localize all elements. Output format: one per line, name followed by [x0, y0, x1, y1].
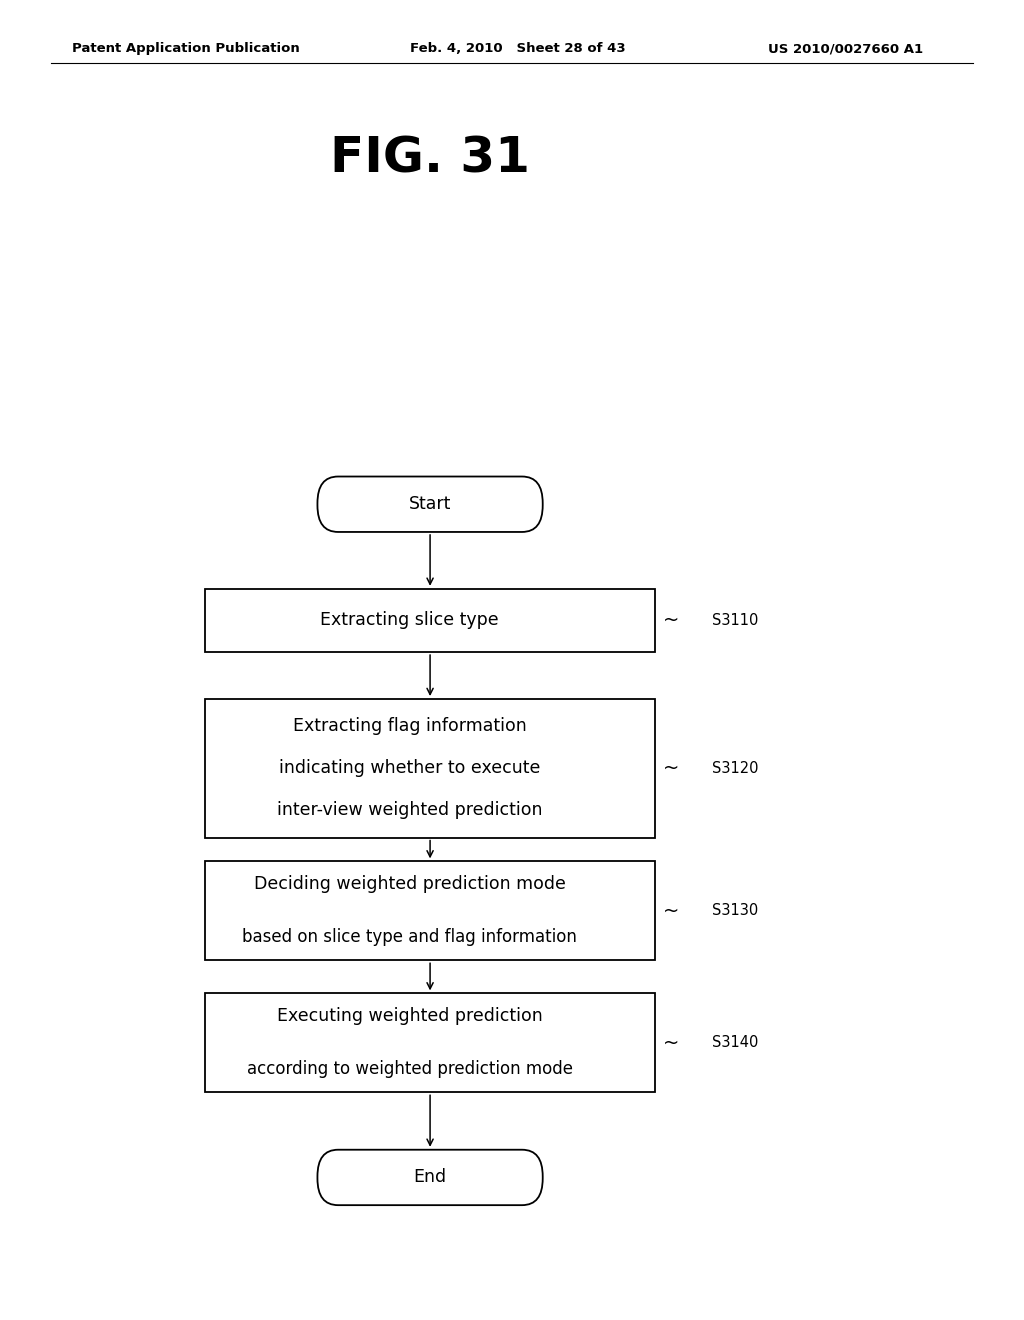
Text: S3110: S3110 — [712, 612, 758, 628]
Text: Extracting slice type: Extracting slice type — [321, 611, 499, 630]
Text: Start: Start — [409, 495, 452, 513]
Bar — [205, 993, 655, 1093]
Text: US 2010/0027660 A1: US 2010/0027660 A1 — [768, 42, 923, 55]
Bar — [205, 861, 655, 961]
Text: Feb. 4, 2010   Sheet 28 of 43: Feb. 4, 2010 Sheet 28 of 43 — [410, 42, 626, 55]
Text: S3140: S3140 — [712, 1035, 758, 1051]
Text: FIG. 31: FIG. 31 — [330, 135, 530, 182]
Text: Deciding weighted prediction mode: Deciding weighted prediction mode — [254, 875, 565, 894]
Text: S3120: S3120 — [712, 760, 758, 776]
Text: Executing weighted prediction: Executing weighted prediction — [276, 1007, 543, 1026]
Text: ~: ~ — [663, 902, 679, 920]
Text: based on slice type and flag information: based on slice type and flag information — [242, 928, 578, 946]
Text: Patent Application Publication: Patent Application Publication — [72, 42, 299, 55]
Text: according to weighted prediction mode: according to weighted prediction mode — [247, 1060, 572, 1078]
Text: inter-view weighted prediction: inter-view weighted prediction — [276, 801, 543, 820]
Text: ~: ~ — [663, 1034, 679, 1052]
Text: S3130: S3130 — [712, 903, 758, 919]
Text: indicating whether to execute: indicating whether to execute — [279, 759, 541, 777]
Bar — [205, 700, 655, 838]
FancyBboxPatch shape — [317, 1150, 543, 1205]
Text: ~: ~ — [663, 759, 679, 777]
FancyBboxPatch shape — [317, 477, 543, 532]
Text: End: End — [414, 1168, 446, 1187]
Bar — [205, 589, 655, 652]
Text: ~: ~ — [663, 611, 679, 630]
Text: Extracting flag information: Extracting flag information — [293, 717, 526, 735]
